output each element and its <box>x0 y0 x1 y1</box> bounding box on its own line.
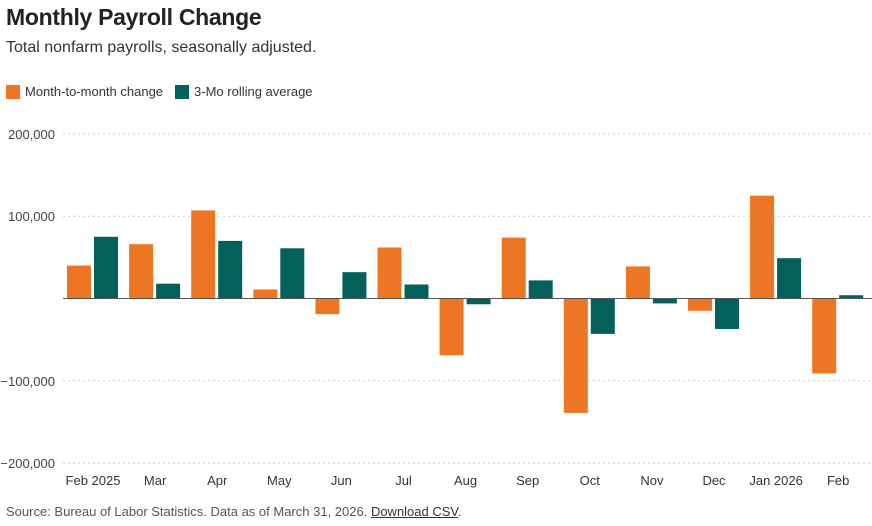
bar-month-change <box>129 244 154 299</box>
x-tick-label: Apr <box>207 473 228 488</box>
legend-item-avg: 3-Mo rolling average <box>175 84 313 99</box>
x-tick-label: Dec <box>702 473 726 488</box>
source-text: Source: Bureau of Labor Statistics. Data… <box>6 504 368 519</box>
x-tick-label: Sep <box>516 473 539 488</box>
bar-month-change <box>315 298 340 315</box>
bar-rolling-average <box>280 248 305 299</box>
bar-rolling-average <box>156 283 181 299</box>
x-tick-label: Jun <box>331 473 352 488</box>
legend: Month-to-month change 3-Mo rolling avera… <box>6 84 313 99</box>
legend-swatch-avg <box>175 84 190 99</box>
bar-rolling-average <box>218 240 243 299</box>
bar-rolling-average <box>652 298 677 304</box>
bar-rolling-average <box>528 280 553 299</box>
bar-month-change <box>625 266 650 299</box>
bar-month-change <box>501 237 526 299</box>
bar-month-change <box>563 298 588 413</box>
bar-month-change <box>688 298 712 311</box>
chart-subtitle: Total nonfarm payrolls, seasonally adjus… <box>6 39 317 56</box>
chart-title: Monthly Payroll Change <box>6 4 262 30</box>
bar-rolling-average <box>590 298 615 334</box>
x-tick-label: Aug <box>454 473 477 488</box>
bar-rolling-average <box>404 284 429 299</box>
download-csv-link[interactable]: Download CSV <box>370 504 458 519</box>
bar-month-change <box>812 298 837 374</box>
x-tick-label: Feb <box>827 473 849 488</box>
bar-rolling-average <box>777 258 802 299</box>
bar-month-change <box>253 289 278 299</box>
footer-end: . <box>457 504 462 519</box>
x-tick-label: Jan 2026 <box>749 473 803 488</box>
bar-rolling-average <box>839 295 864 299</box>
footer: Source: Bureau of Labor Statistics. Data… <box>6 504 462 519</box>
bar-month-change <box>191 210 216 299</box>
bar-rolling-average <box>466 298 491 305</box>
bar-rolling-average <box>342 272 367 299</box>
bar-month-change <box>67 265 91 299</box>
x-tick-label: Feb 2025 <box>66 473 121 488</box>
legend-item-month: Month-to-month change <box>6 84 163 99</box>
x-tick-label: Jul <box>395 473 412 488</box>
y-tick-label: 100,000 <box>8 209 55 224</box>
x-tick-label: Oct <box>580 473 601 488</box>
legend-swatch-month <box>6 84 20 99</box>
x-tick-label: Mar <box>144 473 167 488</box>
x-tick-label: May <box>267 473 292 488</box>
bar-month-change <box>439 298 464 356</box>
legend-label-avg: 3-Mo rolling average <box>194 84 313 99</box>
y-tick-label: −100,000 <box>0 374 55 389</box>
bar-rolling-average <box>94 236 118 299</box>
bar-rolling-average <box>715 298 739 329</box>
legend-label-month: Month-to-month change <box>25 84 164 99</box>
bar-month-change <box>750 195 775 299</box>
y-tick-label: 200,000 <box>8 127 55 142</box>
x-tick-label: Nov <box>640 473 664 488</box>
bar-month-change <box>377 247 402 299</box>
y-tick-label: −200,000 <box>0 456 55 471</box>
